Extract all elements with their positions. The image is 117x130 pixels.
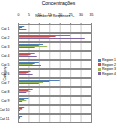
svg-text:Cat 4: Cat 4 [1, 54, 9, 58]
html-text:Concentrações: Concentrações [41, 0, 76, 6]
html-text:Region 4: Region 4 [102, 71, 116, 76]
svg-text:Cat 11: Cat 11 [0, 117, 10, 121]
svg-text:Cat 3: Cat 3 [1, 45, 9, 49]
svg-text:Cat 7: Cat 7 [1, 80, 10, 85]
svg-text:Cat 5: Cat 5 [1, 63, 9, 67]
svg-text:0: 0 [18, 13, 20, 17]
svg-text:Category: Category [3, 66, 7, 80]
svg-text:Cat 10: Cat 10 [0, 108, 10, 112]
html-text:Region 3: Region 3 [102, 67, 116, 71]
html-text:Region 2: Region 2 [102, 62, 116, 67]
svg-text:Cat 8: Cat 8 [1, 90, 9, 94]
html-text:Region 1: Region 1 [102, 58, 116, 62]
svg-text:Number of Responses →: Number of Responses → [35, 14, 74, 18]
svg-text:Cat 9: Cat 9 [1, 99, 9, 103]
svg-text:Cat 1: Cat 1 [1, 27, 9, 31]
svg-text:5: 5 [28, 13, 30, 17]
svg-text:Cat 2: Cat 2 [1, 36, 9, 40]
svg-text:30: 30 [79, 13, 83, 17]
svg-text:35: 35 [90, 13, 94, 17]
